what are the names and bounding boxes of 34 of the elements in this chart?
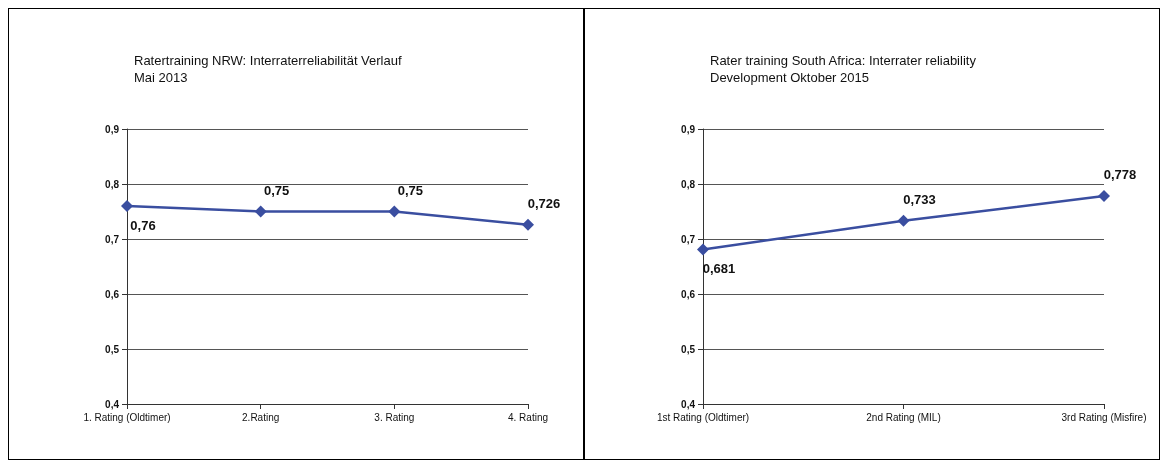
x-tick-label: 1st Rating (Oldtimer) <box>656 411 750 423</box>
x-tick-label: 1. Rating (Oldtimer) <box>83 411 171 423</box>
point <box>121 200 133 212</box>
y-tick-label: 0,9 <box>105 123 120 135</box>
y-tick-label: 0,6 <box>681 288 696 300</box>
chart-title: Rater training South Africa: Interrater reliability Development Oktober 2015 <box>710 53 977 85</box>
y-tick-label: 0,5 <box>681 343 696 355</box>
chart-title: Ratertraining NRW: Interraterreliabilität Verlauf Mai 2013 <box>134 53 402 85</box>
point <box>1098 190 1110 203</box>
data-label: 0,76 <box>130 218 156 233</box>
y-tick-label: 0,9 <box>681 123 696 135</box>
y-tick-label: 0,8 <box>105 178 120 190</box>
point <box>897 214 910 227</box>
y-tick-label: 0,6 <box>105 288 120 300</box>
y-tick-label: 0,4 <box>681 398 696 410</box>
point <box>388 205 401 218</box>
x-tick-label: 3. Rating <box>374 411 415 423</box>
y-tick-label: 0,4 <box>105 398 120 410</box>
y-tick-label: 0,7 <box>105 233 120 245</box>
point <box>254 205 267 218</box>
x-tick-label: 4. Rating <box>507 411 549 423</box>
data-label: 0,726 <box>527 195 561 211</box>
data-label: 0,778 <box>1103 167 1137 183</box>
point <box>697 243 709 256</box>
y-tick-label: 0,5 <box>105 343 120 355</box>
y-tick-label: 0,8 <box>681 178 696 190</box>
data-label: 0,75 <box>397 182 423 198</box>
data-label: 0,733 <box>903 191 936 207</box>
x-tick-label: 2nd Rating (MIL) <box>866 411 941 423</box>
y-tick-label: 0,7 <box>681 233 696 245</box>
x-tick-label: 3rd Rating (Misfire) <box>1061 411 1147 423</box>
data-label: 0,75 <box>264 182 290 198</box>
x-tick-label: 2.Rating <box>242 411 280 423</box>
point <box>522 218 534 231</box>
